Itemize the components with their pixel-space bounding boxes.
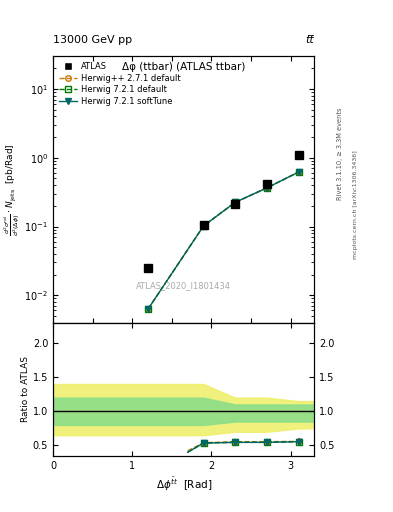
Text: Δφ (ttbar) (ATLAS ttbar): Δφ (ttbar) (ATLAS ttbar): [122, 61, 245, 72]
Text: mcplots.cern.ch [arXiv:1306.3436]: mcplots.cern.ch [arXiv:1306.3436]: [353, 151, 358, 259]
Y-axis label: $\frac{d^2\sigma^\mathrm{nd}}{d^2(\Delta\phi)} \cdot N_\mathrm{jets}$  [pb/Rad]: $\frac{d^2\sigma^\mathrm{nd}}{d^2(\Delta…: [2, 143, 22, 236]
Y-axis label: Ratio to ATLAS: Ratio to ATLAS: [21, 356, 30, 422]
Text: tt̅: tt̅: [306, 35, 314, 45]
Text: Rivet 3.1.10, ≥ 3.3M events: Rivet 3.1.10, ≥ 3.3M events: [337, 108, 343, 200]
Legend: ATLAS, Herwig++ 2.7.1 default, Herwig 7.2.1 default, Herwig 7.2.1 softTune: ATLAS, Herwig++ 2.7.1 default, Herwig 7.…: [57, 60, 183, 108]
Text: ATLAS_2020_I1801434: ATLAS_2020_I1801434: [136, 282, 231, 291]
X-axis label: $\Delta\phi^{\bar{t}t{}}$  [Rad]: $\Delta\phi^{\bar{t}t{}}$ [Rad]: [156, 476, 212, 494]
Text: 13000 GeV pp: 13000 GeV pp: [53, 35, 132, 45]
